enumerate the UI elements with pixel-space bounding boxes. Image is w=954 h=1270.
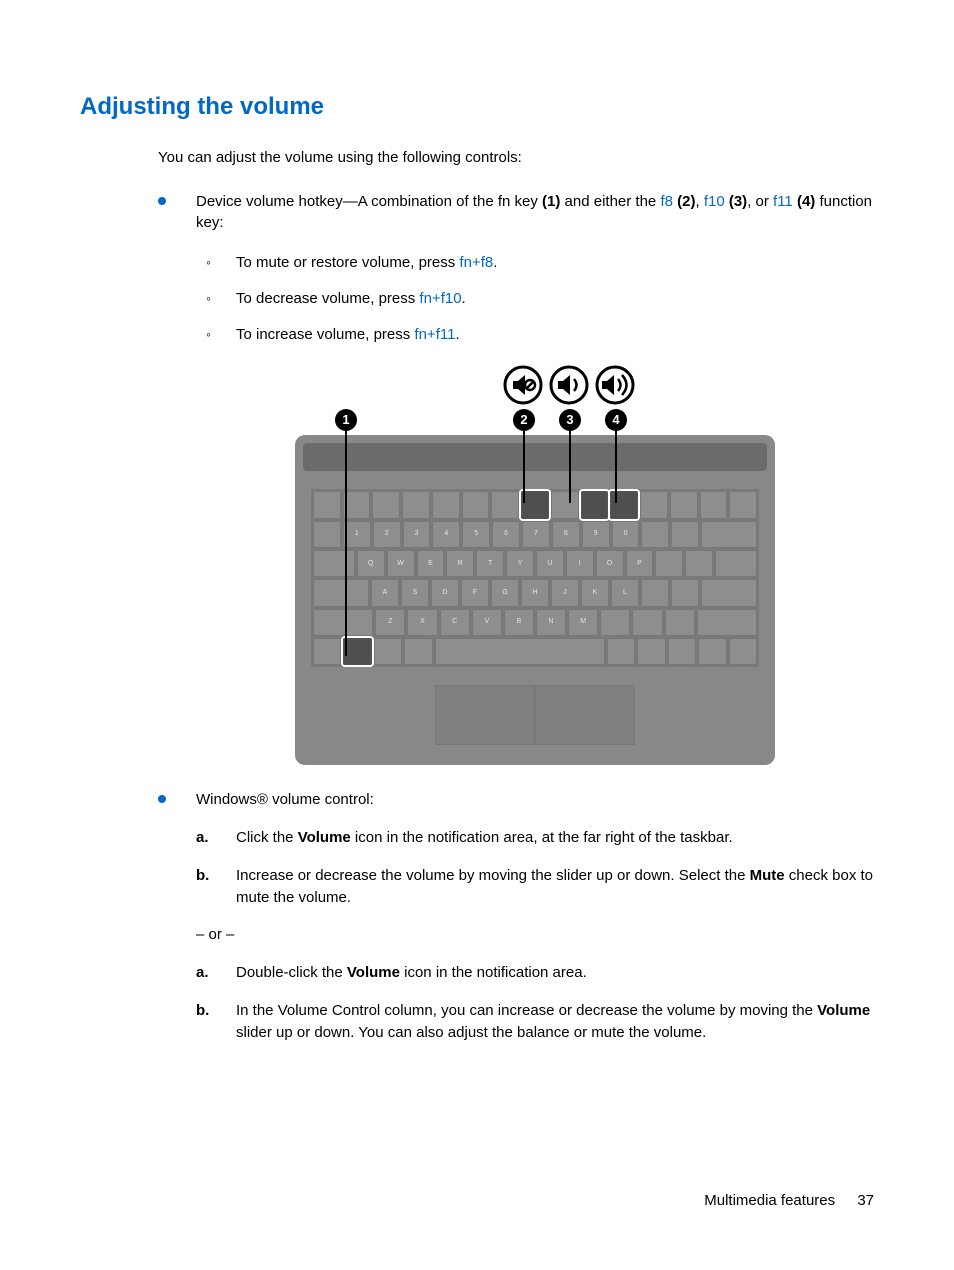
- or-separator: – or –: [196, 924, 874, 946]
- laptop-illustration: 1234567890 QWERTYUIOP ASDFGHJKL ZXCVBNM: [295, 435, 775, 765]
- text: Click the: [236, 829, 298, 846]
- bold-term: Mute: [750, 867, 785, 884]
- bold-term: Volume: [298, 829, 351, 846]
- page-footer: Multimedia features 37: [704, 1190, 874, 1212]
- footer-section: Multimedia features: [704, 1192, 835, 1209]
- keyboard-figure: 1 2 3 4: [196, 365, 874, 765]
- text: To decrease volume, press: [236, 290, 419, 307]
- bold-term: Volume: [347, 964, 400, 981]
- text: ,: [695, 193, 703, 210]
- text: To increase volume, press: [236, 326, 414, 343]
- text: Double-click the: [236, 964, 347, 981]
- callout-4: 4: [605, 409, 627, 431]
- callout-ref-1: (1): [542, 193, 560, 210]
- text: icon in the notification area, at the fa…: [351, 829, 733, 846]
- keyboard-illustration: 1234567890 QWERTYUIOP ASDFGHJKL ZXCVBNM: [311, 489, 759, 667]
- key-f10: f10: [704, 193, 725, 210]
- sub-list: To mute or restore volume, press fn+f8. …: [196, 252, 874, 345]
- callout-ref-3: (3): [729, 193, 747, 210]
- text: Increase or decrease the volume by movin…: [236, 867, 750, 884]
- page-heading: Adjusting the volume: [80, 90, 874, 125]
- text: Windows® volume control:: [196, 791, 374, 808]
- volume-up-icon: [595, 365, 635, 405]
- text: .: [493, 254, 497, 271]
- step-item: b. In the Volume Control column, you can…: [196, 1000, 874, 1044]
- key-fn-highlight: [343, 638, 371, 665]
- key-combo: fn+f11: [414, 326, 455, 343]
- step-marker: a.: [196, 827, 209, 849]
- volume-down-icon: [549, 365, 589, 405]
- text: In the Volume Control column, you can in…: [236, 1002, 817, 1019]
- list-item-windows: Windows® volume control: a. Click the Vo…: [158, 789, 874, 1043]
- callout-ref-4: (4): [797, 193, 815, 210]
- step-item: b. Increase or decrease the volume by mo…: [196, 865, 874, 909]
- intro-text: You can adjust the volume using the foll…: [158, 147, 874, 169]
- list-item-hotkey: Device volume hotkey—A combination of th…: [158, 191, 874, 766]
- sub-item-decrease: To decrease volume, press fn+f10.: [196, 288, 874, 310]
- step-item: a. Double-click the Volume icon in the n…: [196, 962, 874, 984]
- key-f8-highlight: [521, 491, 549, 518]
- key-f8: f8: [660, 193, 673, 210]
- text: slider up or down. You can also adjust t…: [236, 1024, 706, 1041]
- mute-icon: [503, 365, 543, 405]
- steps-a: a. Click the Volume icon in the notifica…: [196, 827, 874, 908]
- footer-page-number: 37: [857, 1192, 874, 1209]
- step-marker: b.: [196, 865, 209, 887]
- bold-term: Volume: [817, 1002, 870, 1019]
- step-item: a. Click the Volume icon in the notifica…: [196, 827, 874, 849]
- step-marker: a.: [196, 962, 209, 984]
- key-combo: fn+f8: [459, 254, 493, 271]
- sub-item-mute: To mute or restore volume, press fn+f8.: [196, 252, 874, 274]
- text: icon in the notification area.: [400, 964, 587, 981]
- callout-3: 3: [559, 409, 581, 431]
- callout-ref-2: (2): [677, 193, 695, 210]
- key-f11: f11: [773, 193, 793, 210]
- text: and either the: [560, 193, 660, 210]
- key-f10-highlight: [581, 491, 609, 518]
- step-marker: b.: [196, 1000, 209, 1022]
- steps-b: a. Double-click the Volume icon in the n…: [196, 962, 874, 1043]
- main-list: Device volume hotkey—A combination of th…: [158, 191, 874, 1044]
- callout-2: 2: [513, 409, 535, 431]
- sub-item-increase: To increase volume, press fn+f11.: [196, 324, 874, 346]
- text: .: [462, 290, 466, 307]
- text: .: [455, 326, 459, 343]
- text: To mute or restore volume, press: [236, 254, 459, 271]
- key-combo: fn+f10: [419, 290, 461, 307]
- touchpad-illustration: [435, 685, 635, 745]
- callout-1: 1: [335, 409, 357, 431]
- text: Device volume hotkey—A combination of th…: [196, 193, 542, 210]
- text: , or: [747, 193, 773, 210]
